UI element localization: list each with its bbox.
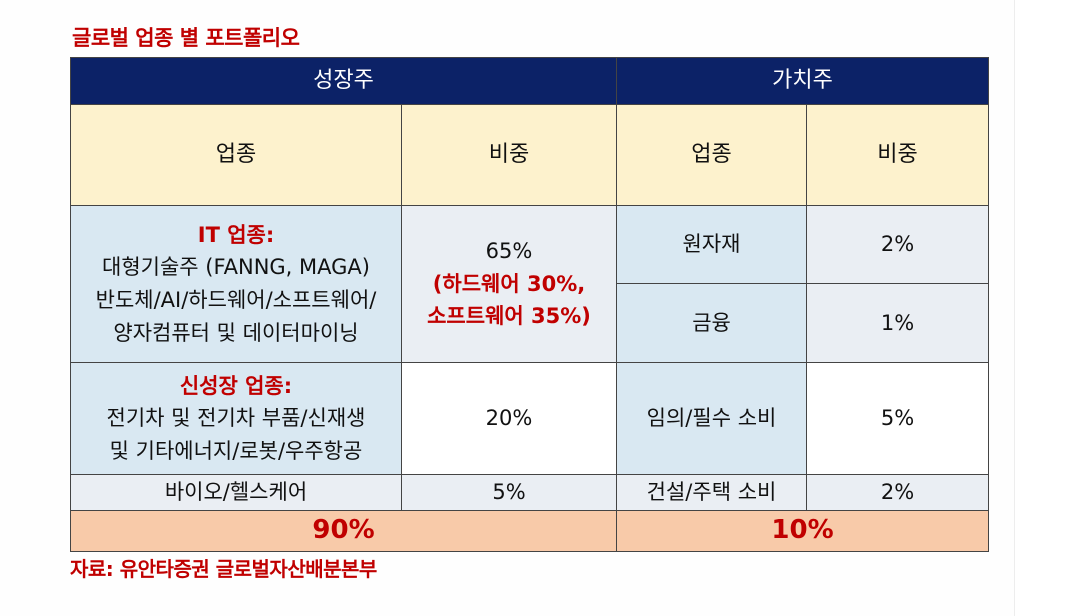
growth-weight-header: 비중 (400, 104, 618, 206)
value-sector-cell: 임의/필수 소비 (616, 362, 808, 475)
it-category-label: IT 업종: (197, 222, 275, 247)
it-weight-detail: (하드웨어 30%, (432, 271, 586, 296)
growth-weight-new-growth: 20% (400, 362, 618, 475)
value-sector-header: 업종 (616, 104, 808, 206)
value-weight-header: 비중 (806, 104, 990, 206)
it-sector-line: 대형기술주 (FANNG, MAGA) (102, 255, 370, 280)
it-sector-line: 반도체/AI/하드웨어/소프트웨어/ (95, 288, 377, 312)
value-total: 10% (616, 510, 990, 552)
growth-total: 90% (69, 510, 618, 552)
growth-header: 성장주 (69, 57, 618, 105)
value-sector-cell: 금융 (616, 283, 808, 363)
value-weight-cell: 2% (806, 205, 990, 284)
value-weight-cell: 2% (806, 474, 990, 511)
source-note: 자료: 유안타증권 글로벌자산배분본부 (70, 557, 377, 581)
new-growth-sector-line: 및 기타에너지/로봇/우주항공 (109, 438, 363, 463)
it-weight-detail: 소프트웨어 35%) (427, 304, 591, 329)
growth-sector-bio: 바이오/헬스케어 (70, 474, 402, 511)
growth-weight-it: 65% (하드웨어 30%, 소프트웨어 35%) (400, 205, 618, 363)
it-weight-value: 65% (485, 239, 533, 264)
growth-sector-new-growth: 신성장 업종: 전기차 및 전기차 부품/신재생 및 기타에너지/로봇/우주항공 (70, 362, 402, 475)
new-growth-category-label: 신성장 업종: (179, 373, 293, 398)
page-margin (1014, 0, 1080, 616)
portfolio-table: 성장주 가치주 업종 비중 업종 비중 IT 업종: 대형기술주 (FANNG,… (69, 57, 990, 552)
growth-sector-header: 업종 (70, 104, 402, 206)
growth-weight-bio: 5% (400, 474, 618, 511)
value-weight-cell: 1% (806, 283, 990, 363)
page-title: 글로벌 업종 별 포트폴리오 (72, 26, 300, 50)
value-sector-cell: 건설/주택 소비 (616, 474, 808, 511)
value-sector-cell: 원자재 (616, 205, 808, 284)
value-header: 가치주 (616, 57, 990, 105)
growth-sector-it: IT 업종: 대형기술주 (FANNG, MAGA) 반도체/AI/하드웨어/소… (70, 205, 402, 363)
new-growth-sector-line: 전기차 및 전기차 부품/신재생 (106, 406, 366, 431)
it-sector-line: 양자컴퓨터 및 데이터마이닝 (113, 320, 359, 345)
value-weight-cell: 5% (806, 362, 990, 475)
